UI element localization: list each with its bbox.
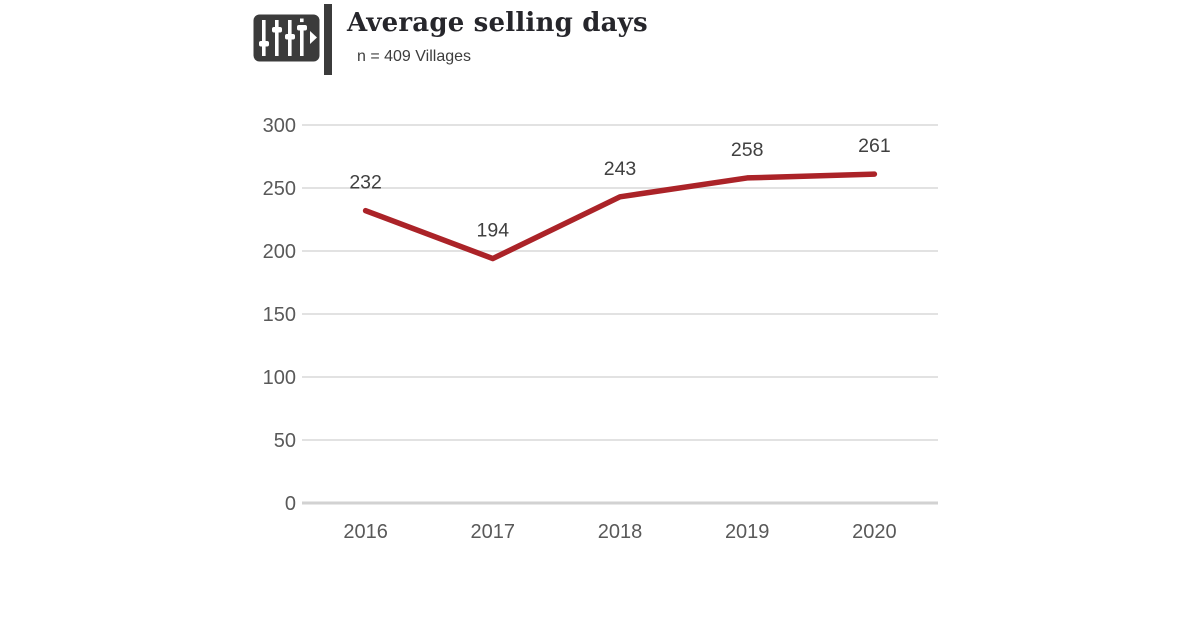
chart-title: Average selling days (347, 8, 648, 38)
chart-header: Average selling days n = 409 Villages (347, 8, 1047, 66)
y-tick-label: 0 (285, 493, 296, 515)
y-tick-label: 50 (274, 430, 296, 452)
x-tick-label: 2020 (852, 521, 897, 543)
data-label: 243 (604, 158, 637, 180)
y-tick-label: 100 (263, 367, 296, 389)
chart-subtitle: n = 409 Villages (357, 47, 472, 65)
data-label: 194 (477, 220, 510, 242)
header-divider (324, 4, 332, 75)
x-tick-label: 2017 (471, 521, 516, 543)
data-label: 261 (858, 135, 891, 157)
data-label: 258 (731, 139, 764, 161)
series-line (362, 171, 878, 262)
x-tick-label: 2019 (725, 521, 770, 543)
x-tick-label: 2018 (598, 521, 643, 543)
data-label: 232 (349, 172, 382, 194)
y-tick-label: 300 (263, 115, 296, 137)
equalizer-play-icon (253, 14, 320, 62)
y-tick-label: 200 (263, 241, 296, 263)
y-tick-label: 250 (263, 178, 296, 200)
x-tick-label: 2016 (343, 521, 388, 543)
y-tick-label: 150 (263, 304, 296, 326)
